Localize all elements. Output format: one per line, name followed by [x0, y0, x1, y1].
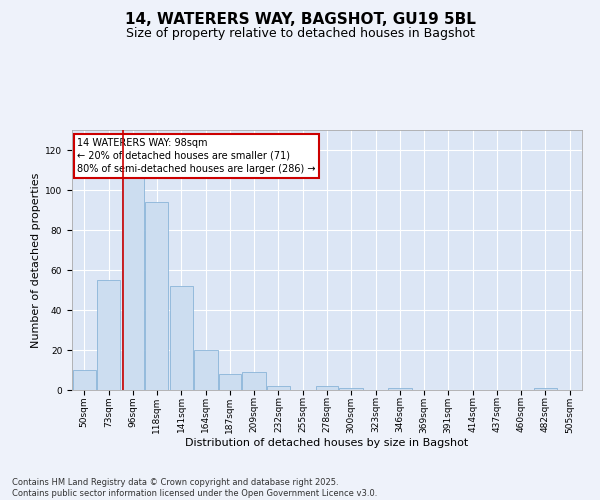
- Y-axis label: Number of detached properties: Number of detached properties: [31, 172, 41, 348]
- Bar: [194, 350, 218, 390]
- Bar: [122, 150, 144, 390]
- Bar: [97, 280, 121, 390]
- Bar: [267, 386, 290, 390]
- Bar: [242, 372, 266, 390]
- Bar: [73, 370, 96, 390]
- Text: 14, WATERERS WAY, BAGSHOT, GU19 5BL: 14, WATERERS WAY, BAGSHOT, GU19 5BL: [125, 12, 475, 28]
- Bar: [340, 388, 362, 390]
- Bar: [533, 388, 557, 390]
- Text: Contains HM Land Registry data © Crown copyright and database right 2025.
Contai: Contains HM Land Registry data © Crown c…: [12, 478, 377, 498]
- Text: 14 WATERERS WAY: 98sqm
← 20% of detached houses are smaller (71)
80% of semi-det: 14 WATERERS WAY: 98sqm ← 20% of detached…: [77, 138, 316, 174]
- Bar: [219, 374, 241, 390]
- Bar: [388, 388, 412, 390]
- Bar: [170, 286, 193, 390]
- Text: Size of property relative to detached houses in Bagshot: Size of property relative to detached ho…: [125, 28, 475, 40]
- Bar: [145, 202, 169, 390]
- X-axis label: Distribution of detached houses by size in Bagshot: Distribution of detached houses by size …: [185, 438, 469, 448]
- Bar: [316, 386, 338, 390]
